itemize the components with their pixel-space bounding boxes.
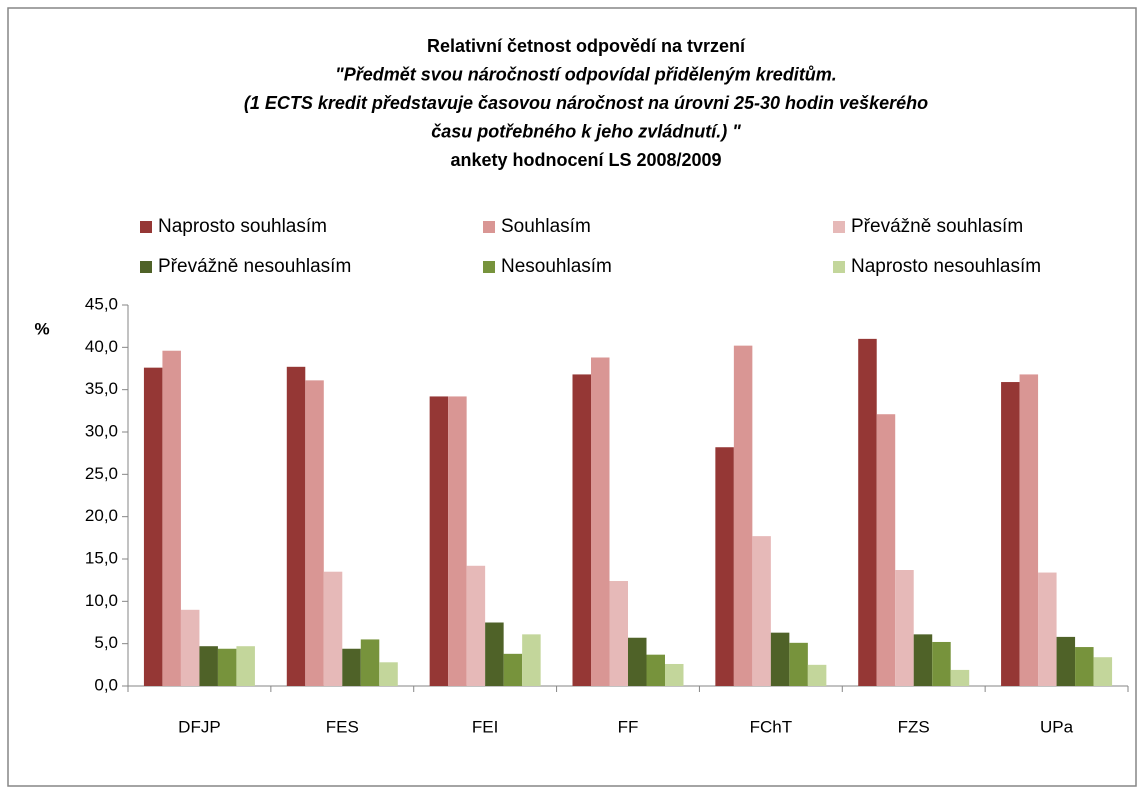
legend-swatch [833, 261, 845, 273]
x-tick-label: DFJP [178, 717, 221, 736]
legend-swatch [483, 221, 495, 233]
bar [572, 374, 591, 686]
bar [1001, 382, 1020, 686]
legend-label: Nesouhlasím [501, 256, 612, 277]
bar [162, 350, 181, 686]
bar [1038, 572, 1057, 686]
bar [770, 632, 790, 686]
legend-label: Převážně nesouhlasím [158, 256, 351, 277]
legend-swatch [140, 221, 152, 233]
bar [858, 338, 877, 686]
y-tick-label: 20,0 [85, 506, 118, 525]
bar [646, 654, 665, 686]
bar [448, 396, 467, 686]
bar [895, 570, 914, 686]
bar [503, 653, 523, 686]
bar [199, 646, 218, 686]
bar [628, 637, 647, 686]
bar [1093, 657, 1113, 686]
bar [286, 366, 306, 686]
y-tick-label: 25,0 [85, 464, 118, 483]
chart-title: (1 ECTS kredit představuje časovou nároč… [244, 93, 928, 113]
x-tick-label: FChT [750, 717, 793, 736]
bar [466, 565, 486, 686]
bar [379, 662, 398, 686]
bar [913, 634, 933, 686]
bar [950, 669, 970, 686]
bar [360, 639, 380, 686]
legend-label: Souhlasím [501, 216, 591, 237]
chart-title: Relativní četnost odpovědí na tvrzení [427, 36, 746, 56]
y-tick-label: 10,0 [85, 591, 118, 610]
y-axis-label: % [34, 319, 49, 338]
bar [522, 634, 541, 686]
bar [932, 641, 951, 686]
bar [807, 664, 827, 686]
legend-label: Převážně souhlasím [851, 216, 1023, 237]
bar [1019, 374, 1039, 686]
bar [715, 447, 734, 686]
bar [789, 642, 808, 686]
bar [876, 414, 896, 686]
legend-label: Naprosto souhlasím [158, 216, 327, 237]
bar [217, 648, 237, 686]
x-tick-label: FES [326, 717, 359, 736]
bar [665, 663, 684, 686]
chart-title: ankety hodnocení LS 2008/2009 [450, 150, 721, 170]
chart-title: "Předmět svou náročností odpovídal přidě… [335, 64, 837, 84]
legend-swatch [483, 261, 495, 273]
x-tick-label: FF [618, 717, 639, 736]
bar [733, 345, 753, 686]
bar [609, 581, 628, 686]
x-tick-label: FEI [472, 717, 498, 736]
x-tick-label: UPa [1040, 717, 1074, 736]
legend-swatch [140, 261, 152, 273]
bar [752, 536, 771, 686]
bar [1075, 647, 1094, 686]
bar [323, 571, 343, 686]
x-tick-label: FZS [898, 717, 930, 736]
legend-label: Naprosto nesouhlasím [851, 256, 1041, 277]
y-tick-label: 40,0 [85, 337, 118, 356]
bar [180, 609, 200, 686]
legend-swatch [833, 221, 845, 233]
bar [342, 648, 361, 686]
y-tick-label: 35,0 [85, 379, 118, 398]
bar [305, 380, 324, 686]
bar [1056, 636, 1076, 686]
bar [143, 367, 163, 686]
chart-title: času potřebného k jeho zvládnutí.) " [431, 121, 741, 141]
y-tick-label: 15,0 [85, 548, 118, 567]
y-tick-label: 30,0 [85, 421, 118, 440]
bar [429, 396, 449, 686]
y-tick-label: 45,0 [85, 294, 118, 313]
y-tick-label: 5,0 [94, 633, 118, 652]
bar [236, 646, 255, 686]
bar [485, 622, 504, 686]
y-tick-label: 0,0 [94, 675, 118, 694]
bar [591, 357, 610, 686]
